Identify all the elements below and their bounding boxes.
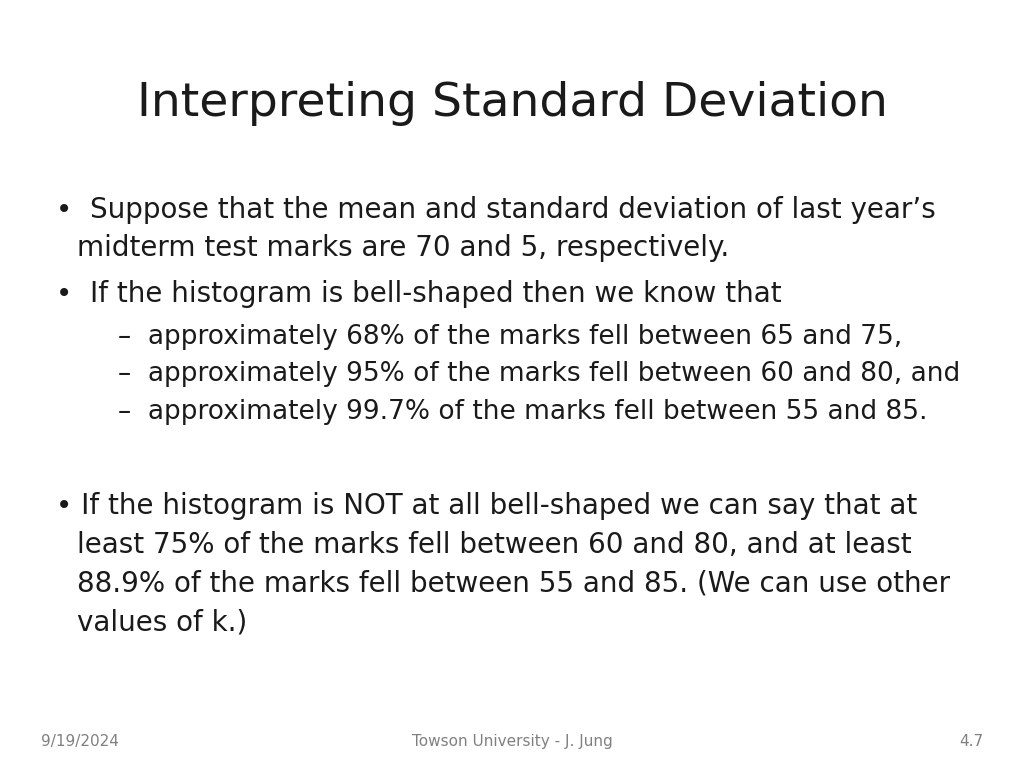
Text: 4.7: 4.7 [958, 733, 983, 749]
Text: 9/19/2024: 9/19/2024 [41, 733, 119, 749]
Text: least 75% of the marks fell between 60 and 80, and at least: least 75% of the marks fell between 60 a… [77, 531, 911, 559]
Text: 88.9% of the marks fell between 55 and 85. (We can use other: 88.9% of the marks fell between 55 and 8… [77, 570, 950, 598]
Text: –  approximately 99.7% of the marks fell between 55 and 85.: – approximately 99.7% of the marks fell … [118, 399, 928, 425]
Text: –  approximately 95% of the marks fell between 60 and 80, and: – approximately 95% of the marks fell be… [118, 361, 961, 387]
Text: • If the histogram is NOT at all bell-shaped we can say that at: • If the histogram is NOT at all bell-sh… [56, 492, 918, 519]
Text: Towson University - J. Jung: Towson University - J. Jung [412, 733, 612, 749]
Text: –  approximately 68% of the marks fell between 65 and 75,: – approximately 68% of the marks fell be… [118, 324, 902, 350]
Text: values of k.): values of k.) [77, 608, 247, 636]
Text: •  If the histogram is bell-shaped then we know that: • If the histogram is bell-shaped then w… [56, 280, 782, 308]
Text: midterm test marks are 70 and 5, respectively.: midterm test marks are 70 and 5, respect… [77, 234, 729, 262]
Text: •  Suppose that the mean and standard deviation of last year’s: • Suppose that the mean and standard dev… [56, 196, 936, 223]
Text: Interpreting Standard Deviation: Interpreting Standard Deviation [136, 81, 888, 126]
